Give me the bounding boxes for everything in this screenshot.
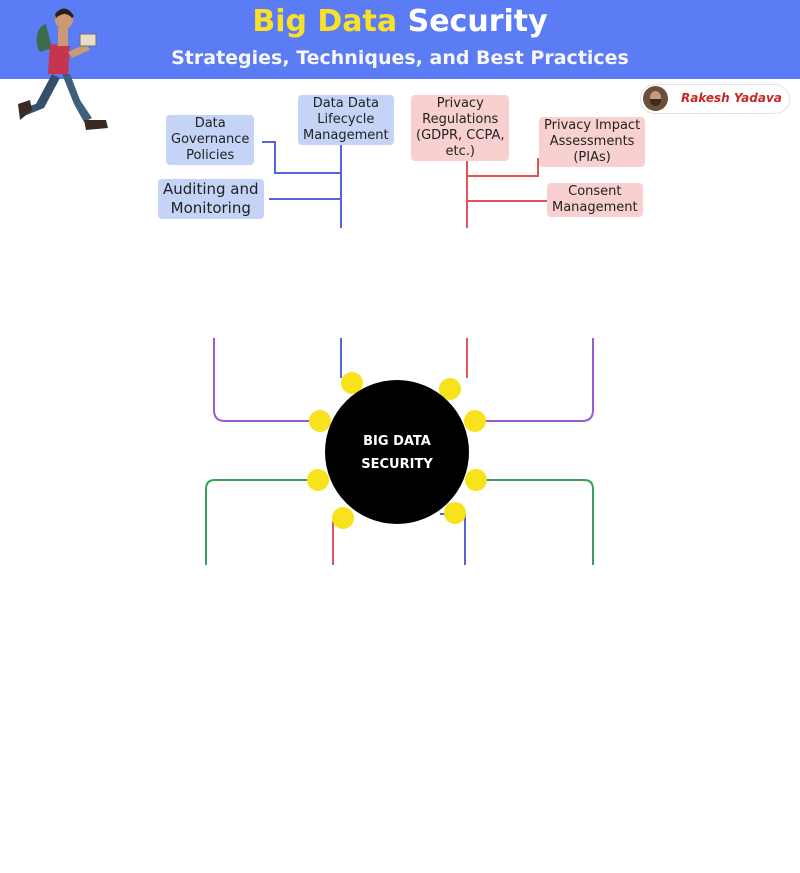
central-label-line2: SECURITY: [361, 457, 433, 472]
node-privacy-impact-assessments: Privacy Impact Assessments (PIAs): [539, 117, 646, 167]
avatar: [643, 86, 668, 111]
node-dot: [439, 378, 461, 400]
node-privacy-impact-assessments-text: Privacy Impact Assessments (PIAs): [544, 118, 641, 165]
node-dot: [464, 410, 486, 432]
connector-purple-right: [469, 338, 594, 422]
node-consent-management-text: Consent Management: [552, 184, 638, 215]
author-badge: Rakesh Yadava: [640, 84, 790, 114]
node-dot: [465, 469, 487, 491]
header-banner: [0, 0, 800, 79]
connector-green-right: [469, 479, 594, 565]
node-privacy-regulations: Privacy Regulations (GDPR, CCPA, etc.): [411, 95, 510, 161]
central-node-label: BIG DATA SECURITY: [325, 430, 469, 476]
connector-governance: [262, 141, 341, 174]
walking-student-illustration: [18, 8, 108, 130]
node-data-lifecycle-management-text: Data Data Lifecycle Management: [303, 96, 389, 143]
node-dot: [332, 507, 354, 529]
connector-green-left: [205, 479, 325, 565]
node-privacy-regulations-text: Privacy Regulations (GDPR, CCPA, etc.): [416, 96, 505, 159]
connector-lower-red: [332, 521, 339, 565]
node-auditing-and-monitoring: Auditing and Monitoring: [158, 179, 264, 219]
page-title: Big Data Security: [0, 4, 800, 39]
title-accent: Big Data: [252, 4, 398, 39]
central-node: [325, 380, 469, 524]
node-dot: [341, 372, 363, 394]
connector-pia: [467, 158, 544, 177]
node-dot: [309, 410, 331, 432]
central-label-line1: BIG DATA: [363, 434, 431, 449]
node-data-governance-policies: Data Governance Policies: [166, 115, 255, 165]
node-dot: [307, 469, 329, 491]
node-dot: [444, 502, 466, 524]
page-subtitle: Strategies, Techniques, and Best Practic…: [171, 47, 629, 69]
node-data-governance-policies-line1: Data Governance Policies: [171, 116, 250, 163]
author-name: Rakesh Yadava: [681, 91, 782, 105]
node-consent-management: Consent Management: [547, 183, 643, 217]
connector-purple-left: [213, 338, 325, 422]
node-data-lifecycle-management: Data Data Lifecycle Management: [298, 95, 394, 145]
title-main: Security: [407, 4, 548, 39]
node-auditing-and-monitoring-text: Auditing and Monitoring: [163, 180, 259, 217]
